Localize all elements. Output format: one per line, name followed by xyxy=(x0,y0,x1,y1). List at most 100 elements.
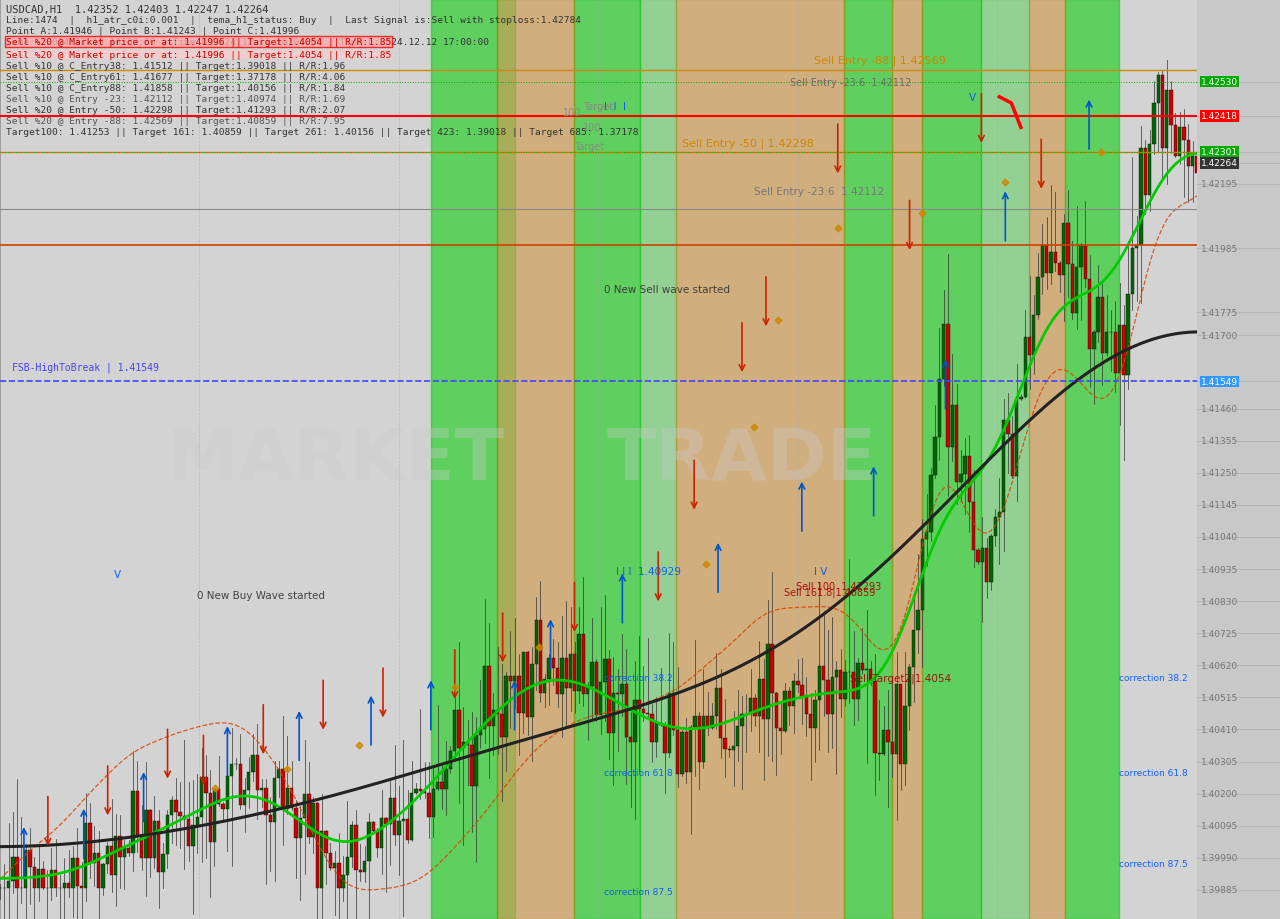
Text: correction 38.2: correction 38.2 xyxy=(604,674,673,682)
Text: Sell %10 @ C_Entry61: 1.41677 || Target:1.37178 || R/R:4.06: Sell %10 @ C_Entry61: 1.41677 || Target:… xyxy=(6,73,346,82)
FancyBboxPatch shape xyxy=(200,777,204,817)
FancyBboxPatch shape xyxy=(1190,157,1194,166)
FancyBboxPatch shape xyxy=(860,663,864,670)
FancyBboxPatch shape xyxy=(1006,421,1010,435)
FancyBboxPatch shape xyxy=(723,738,727,749)
FancyBboxPatch shape xyxy=(758,679,760,717)
FancyBboxPatch shape xyxy=(628,737,632,743)
FancyBboxPatch shape xyxy=(311,803,315,837)
FancyBboxPatch shape xyxy=(590,662,594,686)
FancyBboxPatch shape xyxy=(908,667,911,707)
Text: 1.39990: 1.39990 xyxy=(1201,854,1238,862)
FancyBboxPatch shape xyxy=(174,800,178,811)
FancyBboxPatch shape xyxy=(925,533,928,539)
Text: Sell 161.8|1.40859: Sell 161.8|1.40859 xyxy=(783,587,876,597)
FancyBboxPatch shape xyxy=(998,512,1001,518)
FancyBboxPatch shape xyxy=(337,863,340,889)
FancyBboxPatch shape xyxy=(346,857,349,876)
FancyBboxPatch shape xyxy=(641,709,645,713)
FancyBboxPatch shape xyxy=(856,663,860,699)
Text: Sell %20 @ Entry -88: 1.42569 || Target:1.40859 || R/R:7.95: Sell %20 @ Entry -88: 1.42569 || Target:… xyxy=(6,117,346,126)
FancyBboxPatch shape xyxy=(358,869,362,872)
FancyBboxPatch shape xyxy=(260,788,264,790)
Text: Target: Target xyxy=(575,142,604,152)
Text: 1.41145: 1.41145 xyxy=(1201,501,1238,510)
FancyBboxPatch shape xyxy=(568,654,572,688)
Text: 1.40515: 1.40515 xyxy=(1201,693,1238,702)
FancyBboxPatch shape xyxy=(710,716,714,728)
FancyBboxPatch shape xyxy=(298,818,302,838)
FancyBboxPatch shape xyxy=(37,868,40,889)
FancyBboxPatch shape xyxy=(1123,325,1125,376)
FancyBboxPatch shape xyxy=(1075,267,1078,313)
FancyBboxPatch shape xyxy=(191,825,195,845)
FancyBboxPatch shape xyxy=(406,819,410,841)
Text: V: V xyxy=(114,569,120,579)
FancyBboxPatch shape xyxy=(543,679,547,694)
FancyBboxPatch shape xyxy=(1183,128,1185,141)
FancyBboxPatch shape xyxy=(355,825,357,869)
FancyBboxPatch shape xyxy=(1066,224,1070,265)
Text: 0 New Sell wave started: 0 New Sell wave started xyxy=(604,285,731,295)
FancyBboxPatch shape xyxy=(714,688,718,716)
FancyBboxPatch shape xyxy=(1079,246,1083,267)
FancyBboxPatch shape xyxy=(97,854,100,888)
FancyBboxPatch shape xyxy=(984,549,988,583)
FancyBboxPatch shape xyxy=(492,710,495,727)
Text: Sell 100  1.41293: Sell 100 1.41293 xyxy=(796,581,881,591)
FancyBboxPatch shape xyxy=(1015,400,1019,477)
FancyBboxPatch shape xyxy=(453,710,457,751)
FancyBboxPatch shape xyxy=(891,743,893,754)
FancyBboxPatch shape xyxy=(67,883,70,889)
FancyBboxPatch shape xyxy=(727,749,731,750)
FancyBboxPatch shape xyxy=(273,778,276,823)
FancyBboxPatch shape xyxy=(371,822,375,832)
FancyBboxPatch shape xyxy=(612,693,616,733)
FancyBboxPatch shape xyxy=(831,677,833,714)
FancyBboxPatch shape xyxy=(608,659,611,733)
FancyBboxPatch shape xyxy=(913,630,915,667)
Text: I  I  I: I I I xyxy=(604,102,626,112)
FancyBboxPatch shape xyxy=(1196,157,1198,175)
FancyBboxPatch shape xyxy=(581,634,585,695)
FancyBboxPatch shape xyxy=(707,717,709,728)
FancyBboxPatch shape xyxy=(307,794,311,837)
Text: correction 38.2: correction 38.2 xyxy=(1119,674,1188,682)
FancyBboxPatch shape xyxy=(291,788,293,809)
FancyBboxPatch shape xyxy=(72,857,74,889)
FancyBboxPatch shape xyxy=(165,815,169,855)
FancyBboxPatch shape xyxy=(1165,91,1169,148)
FancyBboxPatch shape xyxy=(475,735,477,786)
FancyBboxPatch shape xyxy=(698,716,701,762)
FancyBboxPatch shape xyxy=(419,789,422,791)
FancyBboxPatch shape xyxy=(196,817,198,825)
FancyBboxPatch shape xyxy=(1050,253,1052,274)
FancyBboxPatch shape xyxy=(389,799,392,824)
Text: Line:1474  |  h1_atr_c0i:0.001  |  tema_h1_status: Buy  |  Last Signal is:Sell w: Line:1474 | h1_atr_c0i:0.001 | tema_h1_s… xyxy=(6,16,581,25)
FancyBboxPatch shape xyxy=(384,818,388,824)
Text: 100: 100 xyxy=(582,123,602,133)
Text: 1.40305: 1.40305 xyxy=(1201,757,1238,766)
FancyBboxPatch shape xyxy=(1139,148,1143,246)
Text: Sell Entry -23:6  1.42112: Sell Entry -23:6 1.42112 xyxy=(790,77,911,87)
FancyBboxPatch shape xyxy=(882,731,886,754)
FancyBboxPatch shape xyxy=(101,864,105,888)
Text: correction 61.8: correction 61.8 xyxy=(1119,768,1188,777)
FancyBboxPatch shape xyxy=(694,716,696,727)
FancyBboxPatch shape xyxy=(603,659,607,683)
FancyBboxPatch shape xyxy=(79,886,83,889)
FancyBboxPatch shape xyxy=(243,790,246,805)
Text: 1.40095: 1.40095 xyxy=(1201,822,1238,831)
FancyBboxPatch shape xyxy=(329,854,332,868)
FancyBboxPatch shape xyxy=(1117,325,1121,374)
FancyBboxPatch shape xyxy=(1032,316,1036,356)
FancyBboxPatch shape xyxy=(1092,333,1096,350)
FancyBboxPatch shape xyxy=(251,754,255,773)
FancyBboxPatch shape xyxy=(50,870,54,889)
FancyBboxPatch shape xyxy=(818,666,820,700)
FancyBboxPatch shape xyxy=(920,539,924,610)
FancyBboxPatch shape xyxy=(205,777,207,793)
FancyBboxPatch shape xyxy=(402,819,404,822)
Text: V: V xyxy=(969,93,977,103)
Bar xyxy=(497,0,515,919)
